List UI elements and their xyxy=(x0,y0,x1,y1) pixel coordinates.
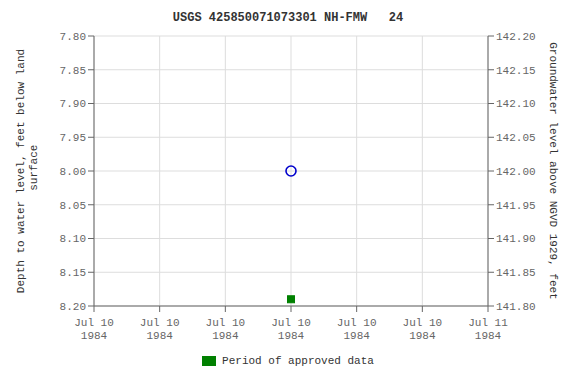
svg-text:Jul 111984: Jul 111984 xyxy=(468,317,508,342)
html-text:USGS 425850071073301 NH-FMW 24: USGS 425850071073301 NH-FMW 24 xyxy=(172,11,404,25)
svg-text:7.90: 7.90 xyxy=(60,98,86,110)
svg-text:Jul 101984: Jul 101984 xyxy=(271,317,311,342)
svg-text:142.10: 142.10 xyxy=(496,98,536,110)
svg-text:7.85: 7.85 xyxy=(60,65,86,77)
svg-text:8.10: 8.10 xyxy=(60,233,86,245)
svg-text:8.15: 8.15 xyxy=(60,267,86,279)
svg-text:Jul 101984: Jul 101984 xyxy=(403,317,443,342)
svg-text:141.95: 141.95 xyxy=(496,200,536,212)
svg-text:141.90: 141.90 xyxy=(496,233,536,245)
svg-text:Jul 101984: Jul 101984 xyxy=(206,317,246,342)
svg-text:141.80: 141.80 xyxy=(496,301,536,313)
svg-text:8.05: 8.05 xyxy=(60,200,86,212)
svg-text:8.00: 8.00 xyxy=(60,166,86,178)
html-text:Period of approved data: Period of approved data xyxy=(222,355,374,367)
svg-text:8.20: 8.20 xyxy=(60,301,86,313)
svg-text:142.00: 142.00 xyxy=(496,166,536,178)
svg-text:Groundwater level above NGVD 1: Groundwater level above NGVD 1929, feet xyxy=(547,42,559,299)
svg-text:Depth to water level, feet bel: Depth to water level, feet below land su… xyxy=(15,49,40,293)
svg-text:142.15: 142.15 xyxy=(496,65,536,77)
svg-text:141.85: 141.85 xyxy=(496,267,536,279)
svg-text:7.95: 7.95 xyxy=(60,132,86,144)
svg-text:Jul 101984: Jul 101984 xyxy=(140,317,180,342)
svg-text:7.80: 7.80 xyxy=(60,31,86,43)
svg-text:142.20: 142.20 xyxy=(496,31,536,43)
svg-text:Jul 101984: Jul 101984 xyxy=(337,317,377,342)
svg-text:142.05: 142.05 xyxy=(496,132,536,144)
svg-text:Jul 101984: Jul 101984 xyxy=(74,317,114,342)
